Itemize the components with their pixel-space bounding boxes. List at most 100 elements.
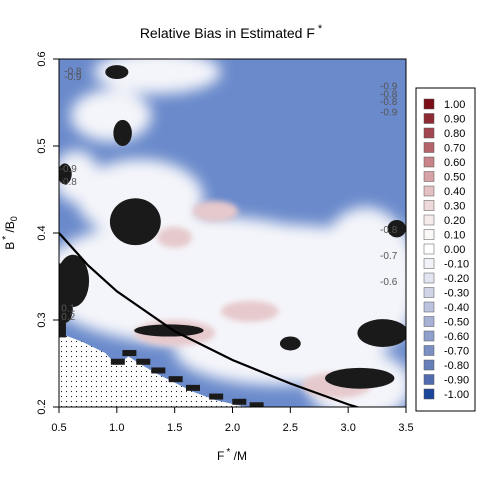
legend-swatch-8: [423, 214, 435, 226]
contour-label-12: 0.1: [61, 303, 75, 314]
legend-swatch-11: [423, 258, 435, 269]
black-staircase-step-1: [122, 350, 137, 357]
legend-swatch-14: [423, 301, 435, 313]
black-blob-9: [325, 367, 395, 389]
legend-label-4: 0.60: [444, 157, 465, 169]
y-tick-label-1: 0.3: [36, 312, 48, 327]
legend-swatch-9: [423, 229, 435, 240]
legend-label-12: -0.20: [444, 273, 469, 285]
contour-label-11: 0.2: [61, 312, 75, 323]
contour-label-8: -0.8: [380, 225, 398, 236]
chart-title: Relative Bias in Estimated F *: [140, 23, 323, 41]
legend-swatch-20: [423, 388, 435, 400]
black-blob-1: [113, 119, 132, 146]
contour-label-2: -0.9: [380, 81, 398, 92]
legend-swatch-4: [423, 156, 435, 168]
x-tick-label-0: 0.5: [51, 422, 66, 434]
x-tick-label-5: 3.0: [341, 422, 356, 434]
legend-swatch-15: [423, 316, 435, 327]
black-staircase-step-0: [110, 358, 125, 365]
legend-label-20: -1.00: [444, 389, 469, 401]
legend-label-8: 0.20: [444, 215, 465, 227]
black-staircase-step-6: [209, 393, 224, 400]
legend-label-5: 0.50: [444, 172, 465, 184]
black-blob-8: [357, 319, 406, 347]
x-axis-title: F * /M: [217, 447, 247, 463]
legend-label-19: -0.90: [444, 375, 469, 387]
black-blob-10: [387, 219, 406, 238]
legend-swatch-0: [423, 98, 435, 110]
y-tick-label-4: 0.6: [36, 51, 48, 66]
excluded-dotted-region: [59, 333, 279, 407]
color-legend: 1.00 0.90 0.80 0.70 0.60 0.50 0.40 0.30 0.20 0.10…: [415, 87, 476, 412]
black-blob-2: [59, 163, 72, 185]
x-tick-label-4: 2.5: [283, 422, 298, 434]
contour-label-5: -0.9: [380, 108, 398, 119]
legend-label-14: -0.40: [444, 302, 469, 314]
legend-swatch-13: [423, 287, 435, 298]
contour-label-3: -0.8: [380, 89, 398, 100]
x-tick-label-6: 3.5: [398, 422, 413, 434]
legend-label-16: -0.60: [444, 331, 469, 343]
legend-label-6: 0.40: [444, 186, 465, 198]
legend-swatch-2: [423, 127, 435, 139]
legend-swatch-6: [423, 185, 435, 197]
black-staircase-step-8: [249, 402, 264, 407]
black-blob-0: [105, 65, 129, 80]
legend-swatch-16: [423, 330, 435, 342]
masked-black-regions: [59, 65, 406, 407]
legend-swatch-12: [423, 272, 435, 284]
contour-label-4: -0.8: [380, 97, 398, 108]
legend-label-18: -0.80: [444, 360, 469, 372]
black-staircase-step-3: [151, 367, 166, 374]
heatmap-plot-area: -0.8-0.9-0.9-0.8-0.8-0.9-0.9-0.8-0.8-0.7…: [59, 59, 406, 407]
legend-swatch-17: [423, 345, 435, 356]
legend-swatch-18: [423, 359, 435, 371]
pink-zone-2: [220, 300, 279, 322]
contour-labels: -0.8-0.9-0.9-0.8-0.8-0.9-0.9-0.8-0.8-0.7…: [60, 67, 398, 323]
y-axis: 0.2 0.3 0.4 0.5 0.6: [36, 51, 60, 415]
legend-label-1: 0.90: [444, 114, 465, 126]
x-tick-label-2: 1.5: [167, 422, 182, 434]
black-staircase-step-2: [136, 358, 151, 365]
y-tick-label-0: 0.2: [36, 399, 48, 414]
black-staircase-step-5: [186, 384, 201, 391]
black-blob-7: [279, 336, 301, 351]
legend-label-9: 0.10: [444, 230, 465, 242]
legend-label-0: 1.00: [444, 99, 465, 111]
black-left-edge: [59, 263, 66, 338]
black-blob-3: [109, 198, 161, 246]
legend-label-10: 0.00: [444, 244, 465, 256]
legend-swatch-7: [423, 200, 435, 211]
pink-zone-1: [192, 200, 239, 222]
x-tick-label-3: 2.0: [225, 422, 240, 434]
legend-label-3: 0.70: [444, 143, 465, 155]
y-tick-label-3: 0.5: [36, 138, 48, 153]
legend-label-2: 0.80: [444, 128, 465, 140]
x-tick-label-1: 1.0: [109, 422, 124, 434]
legend-swatch-1: [423, 113, 435, 124]
legend-swatch-19: [423, 374, 435, 385]
contour-label-6: -0.9: [60, 164, 78, 175]
contour-label-7: -0.8: [60, 177, 78, 188]
legend-label-13: -0.30: [444, 288, 469, 300]
white-zone-4: [70, 89, 152, 142]
contour-label-1: -0.9: [64, 72, 82, 83]
contour-label-9: -0.7: [380, 251, 398, 262]
black-staircase-step-7: [232, 398, 247, 405]
white-zone-2: [174, 224, 383, 277]
y-axis-title: B* /B0: [1, 216, 19, 250]
boundary-curve: [59, 232, 361, 407]
legend-swatch-5: [423, 171, 435, 182]
black-blob-6: [134, 324, 204, 337]
white-zone-6: [59, 150, 100, 203]
contour-label-0: -0.8: [64, 67, 82, 78]
x-axis: 0.5 1.0 1.5 2.0 2.5 3.0 3.5: [51, 406, 414, 434]
black-staircase-step-4: [168, 376, 183, 383]
contour-label-10: -0.6: [380, 277, 398, 288]
pink-zone-3: [157, 226, 193, 248]
legend-swatch-10: [423, 243, 435, 255]
legend-swatch-3: [423, 142, 435, 153]
legend-label-17: -0.70: [444, 346, 469, 358]
